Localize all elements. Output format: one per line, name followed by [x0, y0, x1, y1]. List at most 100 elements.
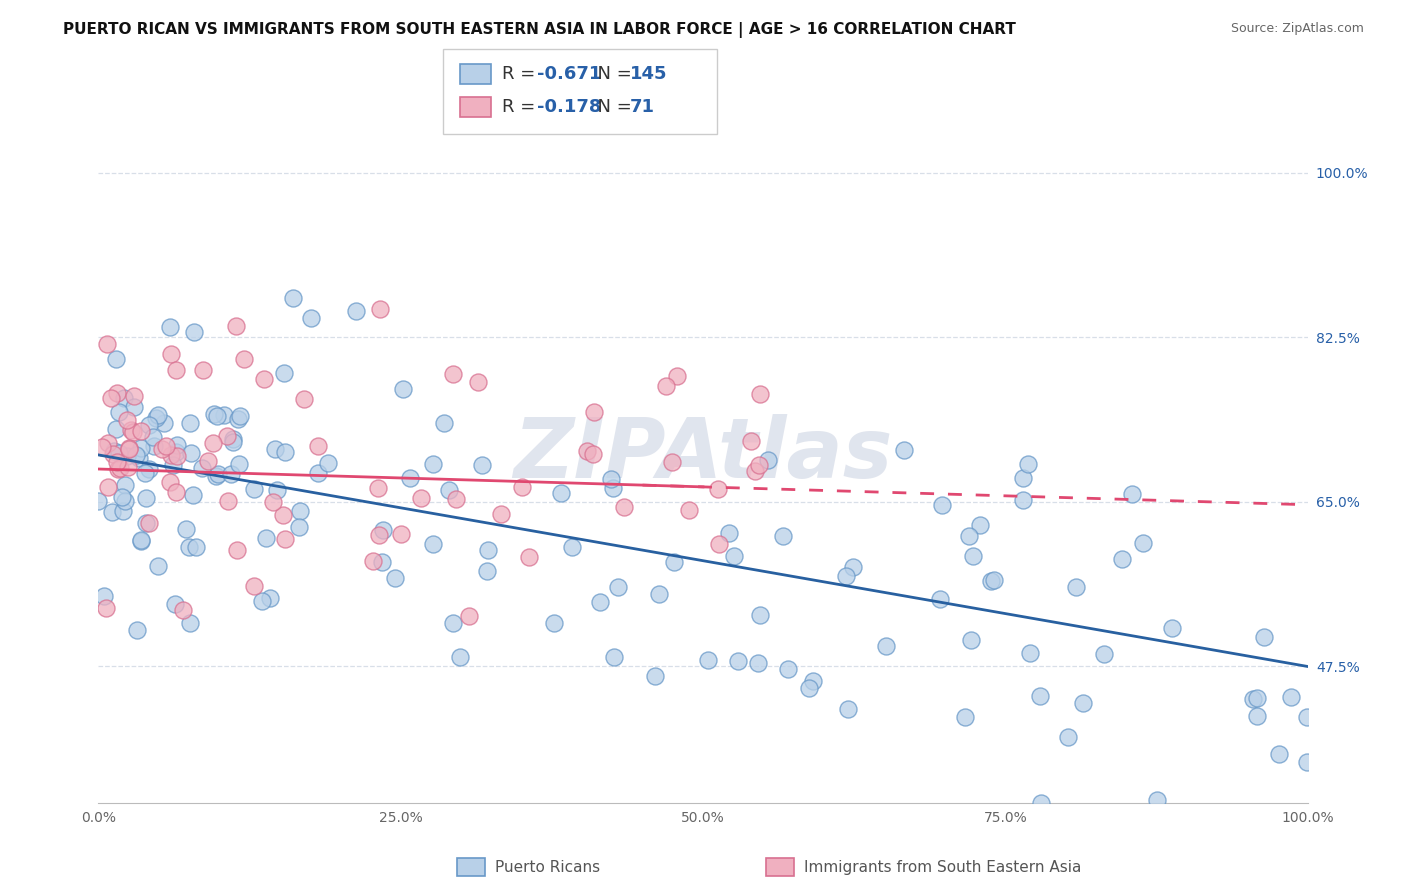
Point — [1019, 646, 1042, 660]
Point — [367, 481, 389, 495]
Point — [183, 325, 205, 339]
Point — [1029, 796, 1052, 810]
Point — [166, 449, 188, 463]
Point — [471, 458, 494, 472]
Point — [97, 436, 120, 450]
Point — [259, 591, 281, 605]
Point — [561, 541, 583, 555]
Point — [153, 416, 176, 430]
Point — [477, 543, 499, 558]
Point — [100, 392, 122, 406]
Point — [748, 458, 770, 472]
Point — [252, 594, 274, 608]
Point — [252, 372, 274, 386]
Point — [105, 351, 128, 366]
Point — [172, 603, 194, 617]
Point — [263, 442, 285, 456]
Point — [444, 492, 467, 507]
Point — [603, 650, 626, 665]
Point — [929, 591, 952, 606]
Point — [1295, 710, 1317, 724]
Text: Immigrants from South Eastern Asia: Immigrants from South Eastern Asia — [804, 860, 1081, 874]
Point — [747, 657, 769, 671]
Point — [165, 484, 187, 499]
Point — [108, 461, 131, 475]
Point — [207, 467, 229, 481]
Point — [281, 291, 304, 305]
Point — [110, 490, 132, 504]
Point — [1241, 691, 1264, 706]
Point — [776, 663, 799, 677]
Point — [607, 581, 630, 595]
Point — [242, 482, 264, 496]
Point — [517, 549, 540, 564]
Point — [1071, 696, 1094, 710]
Point — [226, 412, 249, 426]
Point — [163, 597, 186, 611]
Point — [202, 407, 225, 421]
Point — [262, 495, 284, 509]
Point — [384, 572, 406, 586]
Point — [957, 529, 980, 543]
Point — [135, 491, 157, 506]
Point — [373, 523, 395, 537]
Point — [146, 558, 169, 573]
Point — [842, 560, 865, 574]
Point — [706, 482, 728, 496]
Point — [114, 477, 136, 491]
Point — [101, 447, 124, 461]
Text: PUERTO RICAN VS IMMIGRANTS FROM SOUTH EASTERN ASIA IN LABOR FORCE | AGE > 16 COR: PUERTO RICAN VS IMMIGRANTS FROM SOUTH EA… — [63, 22, 1017, 38]
Point — [1279, 690, 1302, 704]
Point — [165, 445, 187, 459]
Point — [266, 483, 288, 497]
Point — [1111, 551, 1133, 566]
Point — [214, 408, 236, 422]
Point — [467, 376, 489, 390]
Point — [228, 457, 250, 471]
Point — [644, 668, 666, 682]
Point — [422, 458, 444, 472]
Point — [111, 504, 134, 518]
Point — [129, 533, 152, 547]
Point — [160, 448, 183, 462]
Point — [1011, 471, 1033, 485]
Point — [875, 640, 897, 654]
Point — [271, 508, 294, 522]
Point — [475, 565, 498, 579]
Point — [177, 541, 200, 555]
Point — [174, 522, 197, 536]
Point — [1121, 487, 1143, 501]
Point — [108, 405, 131, 419]
Point — [105, 421, 128, 435]
Point — [142, 430, 165, 444]
Point — [371, 555, 394, 569]
Point — [749, 608, 772, 623]
Text: 71: 71 — [630, 98, 655, 116]
Point — [602, 481, 624, 495]
Text: Source: ZipAtlas.com: Source: ZipAtlas.com — [1230, 22, 1364, 36]
Point — [489, 508, 512, 522]
Point — [437, 483, 460, 497]
Point — [1132, 536, 1154, 550]
Point — [112, 391, 135, 405]
Point — [717, 526, 740, 541]
Point — [105, 385, 128, 400]
Point — [422, 537, 444, 551]
Point — [117, 460, 139, 475]
Text: R =: R = — [502, 65, 541, 83]
Point — [458, 608, 481, 623]
Point — [662, 555, 685, 569]
Point — [131, 533, 153, 548]
Point — [180, 446, 202, 460]
Point — [138, 462, 160, 476]
Point — [115, 449, 138, 463]
Point — [550, 486, 572, 500]
Point — [1268, 747, 1291, 761]
Point — [307, 439, 329, 453]
Point — [969, 517, 991, 532]
Point — [166, 438, 188, 452]
Point — [441, 367, 464, 381]
Point — [221, 467, 243, 481]
Point — [834, 569, 856, 583]
Point — [191, 461, 214, 475]
